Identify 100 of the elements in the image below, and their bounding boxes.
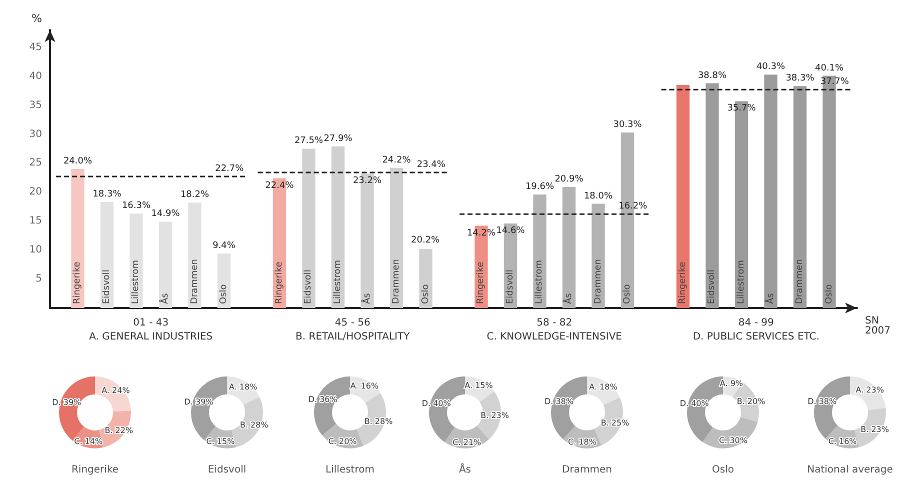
- text: Ås: [766, 293, 776, 304]
- bar: [71, 169, 84, 308]
- text: Oslo: [824, 284, 834, 304]
- data-label: 18.3%: [92, 190, 122, 200]
- slice-label: D. 38%: [808, 396, 838, 406]
- y-tick-label: 5: [36, 274, 42, 285]
- text: Ringerike: [678, 262, 688, 304]
- slice-label: A. 16%: [350, 382, 379, 391]
- data-label: 18.2%: [180, 190, 210, 200]
- y-tick-label: 40: [29, 70, 42, 82]
- data-label: 40.1%: [814, 63, 844, 74]
- y-tick-label: 45: [29, 42, 42, 53]
- ref-line-label: 22.7%: [215, 164, 244, 174]
- text: Lillestrom: [736, 260, 746, 304]
- data-label: 19.6%: [525, 182, 554, 192]
- x-tick-label: 45 - 56 B. RETAIL/HOSPITALITY: [296, 318, 411, 342]
- text: Drammen: [795, 259, 806, 304]
- series-label: Eidsvoll: [304, 270, 314, 304]
- data-label: 22.4%: [265, 180, 294, 191]
- slice-label: A. 24%: [102, 386, 130, 396]
- series-label: Ringerike: [274, 261, 284, 304]
- data-label: 23.2%: [352, 176, 382, 186]
- text: Eidsvoll: [707, 270, 718, 304]
- data-label: 40.3%: [756, 62, 786, 72]
- data-label: 30.3%: [613, 120, 642, 130]
- data-label: 16.3%: [122, 201, 151, 212]
- x-tick-label: 01 - 43 A. GENERAL INDUSTRIES: [89, 318, 213, 342]
- slice-label: B. 28%: [240, 420, 269, 430]
- slice-label: D. 40%: [680, 398, 710, 408]
- slice-label: C. 18%: [568, 438, 597, 447]
- slice-label: C. 30%: [719, 436, 748, 446]
- text: Eidsvoll: [505, 270, 516, 304]
- slice-label: C. 20%: [328, 436, 358, 446]
- y-axis-title: %: [32, 12, 42, 25]
- text: Eidsvoll: [102, 270, 112, 304]
- slice-label: B. 23%: [480, 411, 510, 420]
- data-label: 14.9%: [151, 209, 180, 220]
- text: Ås: [160, 293, 170, 304]
- bar: [676, 85, 690, 308]
- text: Drammen: [593, 259, 604, 304]
- data-label: 35.7%: [727, 104, 756, 114]
- x-axis-title: SN 2007: [865, 316, 890, 336]
- slice-label: B. 25%: [600, 418, 630, 428]
- text: Ås: [564, 293, 574, 304]
- slice-label: A. 23%: [856, 385, 884, 394]
- data-label: 27.9%: [324, 134, 353, 144]
- data-label: 38.8%: [698, 70, 727, 81]
- data-label: 27.5%: [294, 136, 324, 146]
- text: Oslo: [219, 284, 230, 304]
- text: Eidsvoll: [208, 464, 246, 476]
- text: Ringerike: [71, 464, 119, 476]
- text: Drammen: [392, 259, 402, 304]
- y-tick-label: 35: [29, 100, 42, 111]
- slice-label: D. 38%: [544, 397, 574, 406]
- data-label: 14.2%: [466, 228, 496, 238]
- series-label: Lillestrom: [333, 260, 343, 304]
- text: National average: [807, 464, 893, 476]
- slice-label: C. 16%: [828, 436, 858, 446]
- slice-label: A. 9%: [720, 379, 744, 388]
- annotation: 20.2%: [411, 236, 440, 246]
- slice-label: B. 22%: [104, 426, 134, 436]
- ref-line-label: 16.2%: [618, 202, 648, 212]
- slice-label: D. 36%: [308, 395, 338, 404]
- slice-label: C. 15%: [206, 437, 236, 446]
- text: Drammen: [562, 464, 612, 476]
- slice-label: B. 28%: [364, 417, 394, 426]
- data-label: 20.9%: [554, 174, 584, 184]
- text: Lillestrom: [326, 464, 374, 476]
- x-tick-label: 58 - 82 C. KNOWLEDGE-INTENSIVE: [486, 318, 622, 342]
- data-label: 14.6%: [496, 226, 526, 236]
- data-label: 24.0%: [63, 156, 92, 166]
- data-label: 38.3%: [786, 74, 815, 84]
- slice-label: A. 18%: [589, 382, 618, 392]
- text: Ås: [458, 462, 472, 476]
- text: Ringerike: [476, 262, 486, 304]
- y-tick-label: 15: [29, 216, 42, 227]
- data-label: 9.4%: [212, 241, 236, 252]
- data-label: 24.2%: [382, 155, 412, 166]
- text: Lillestrom: [131, 260, 142, 304]
- series-label: Ås: [360, 292, 372, 304]
- slice-label: D. 39%: [184, 398, 214, 407]
- y-tick-label: 25: [29, 158, 42, 169]
- data-label: 18.0%: [584, 191, 613, 202]
- slice-label: A. 18%: [228, 382, 258, 392]
- y-tick-label: 20: [29, 186, 42, 198]
- series-label: Oslo: [420, 284, 431, 304]
- ref-line-label: 37.7%: [820, 77, 850, 88]
- text: Oslo: [712, 464, 734, 476]
- ref-line-label: 23.4%: [416, 160, 446, 170]
- y-tick-label: 10: [29, 244, 42, 256]
- text: Lillestrom: [534, 260, 545, 304]
- slice-label: B. 20%: [736, 397, 766, 406]
- text: Ringerike: [72, 262, 83, 304]
- x-tick-label: 84 - 99 D. PUBLIC SERVICES ETC.: [692, 318, 820, 342]
- slice-label: B. 23%: [860, 424, 890, 434]
- text: Oslo: [622, 284, 633, 304]
- y-tick-label: 30: [29, 128, 42, 140]
- slice-label: C. 21%: [452, 438, 482, 447]
- slice-label: A. 15%: [464, 381, 494, 390]
- slice-label: C. 14%: [74, 437, 104, 446]
